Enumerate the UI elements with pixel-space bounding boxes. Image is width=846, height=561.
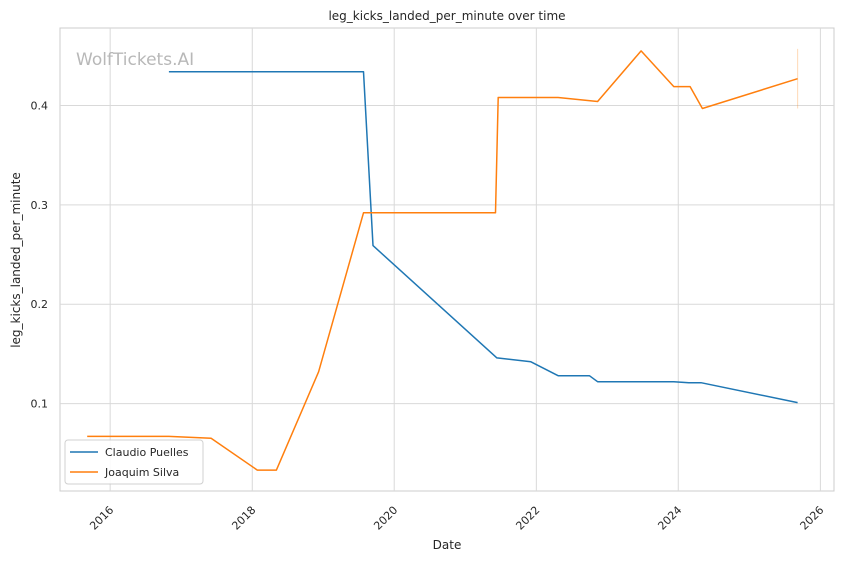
y-axis-ticks: 0.1 0.2 0.3 0.4 <box>31 99 49 410</box>
x-tick-label: 2018 <box>229 504 258 533</box>
legend-label: Joaquim Silva <box>104 466 179 479</box>
x-tick-label: 2020 <box>371 504 400 533</box>
legend: Claudio Puelles Joaquim Silva <box>64 439 204 485</box>
y-gridlines <box>60 104 834 405</box>
plot-area <box>59 27 835 492</box>
x-tick-label: 2022 <box>513 504 542 533</box>
x-tick-label: 2016 <box>87 504 116 533</box>
y-tick-label: 0.3 <box>31 199 49 212</box>
series-line-claudio-puelles <box>168 70 798 404</box>
watermark: WolfTickets.AI <box>76 50 194 70</box>
series-line-joaquim-silva <box>87 50 798 471</box>
chart-title: leg_kicks_landed_per_minute over time <box>328 9 565 23</box>
y-tick-label: 0.4 <box>31 99 49 112</box>
y-axis-label: leg_kicks_landed_per_minute <box>9 172 23 348</box>
x-tick-label: 2024 <box>655 504 684 533</box>
x-tick-label: 2026 <box>798 504 827 533</box>
legend-box <box>64 439 204 485</box>
x-axis-ticks: 2016 2018 2020 2022 2024 2026 <box>87 504 826 533</box>
series-layer <box>87 48 799 471</box>
y-tick-label: 0.2 <box>31 298 49 311</box>
x-axis-label: Date <box>433 538 462 552</box>
legend-label: Claudio Puelles <box>105 446 189 459</box>
y-tick-label: 0.1 <box>31 398 49 411</box>
